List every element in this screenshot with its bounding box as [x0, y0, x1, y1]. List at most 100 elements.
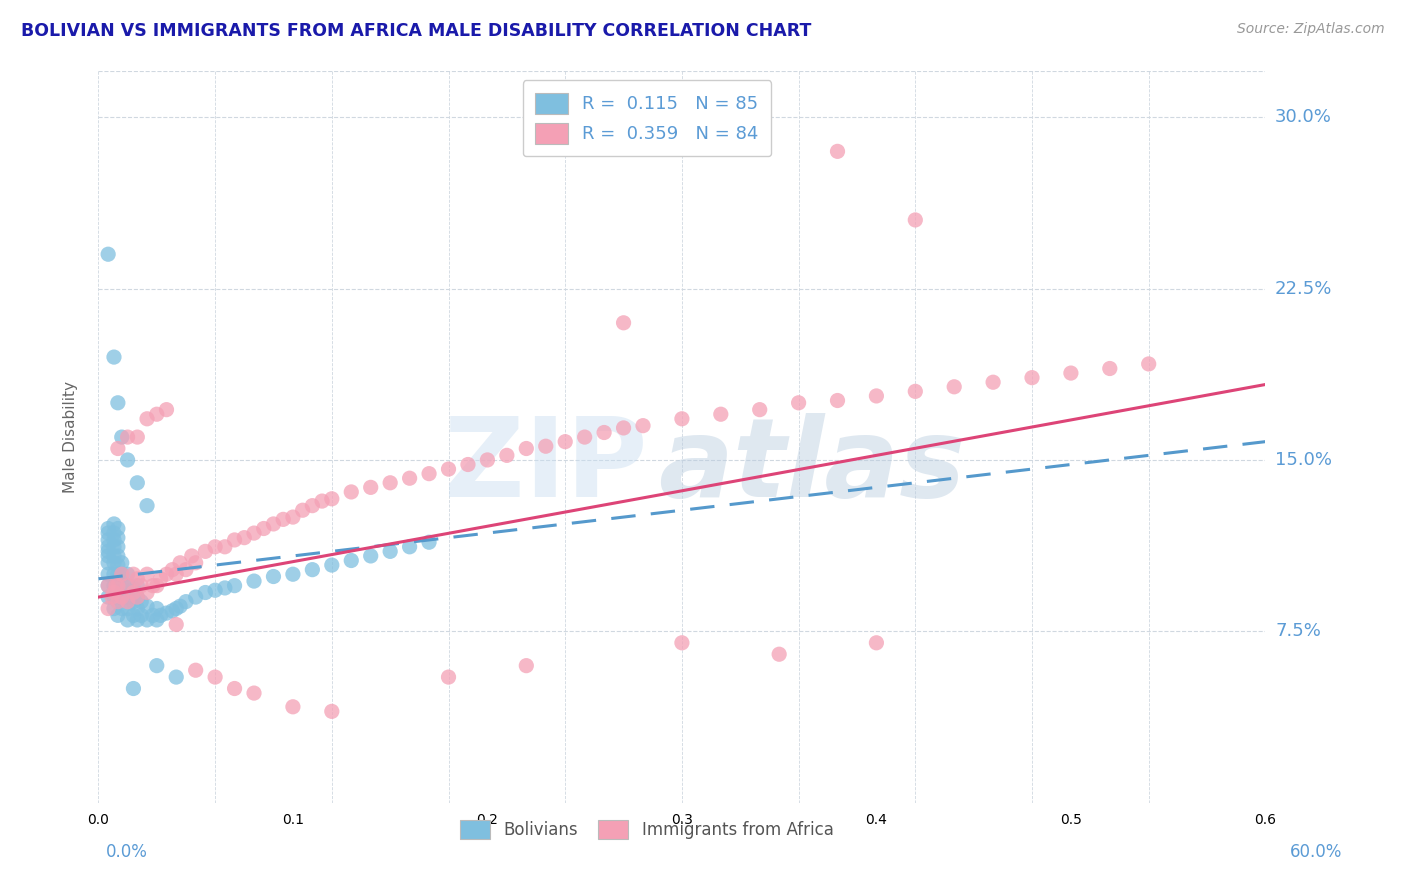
- Point: [117, 579, 139, 593]
- Point: [169, 556, 191, 570]
- Point: [97, 556, 120, 570]
- Point: [184, 590, 207, 604]
- Point: [97, 544, 120, 558]
- Point: [122, 567, 145, 582]
- Point: [117, 567, 139, 582]
- Point: [142, 579, 165, 593]
- Point: [97, 521, 120, 535]
- Point: [103, 585, 125, 599]
- Point: [149, 572, 172, 586]
- Text: ZIP: ZIP: [443, 413, 647, 520]
- Text: 0.0%: 0.0%: [105, 843, 148, 861]
- Point: [103, 549, 125, 563]
- Point: [97, 590, 120, 604]
- Point: [103, 590, 125, 604]
- Point: [477, 453, 499, 467]
- Point: [204, 670, 226, 684]
- Point: [103, 567, 125, 582]
- Point: [136, 599, 159, 614]
- Point: [146, 407, 169, 421]
- Point: [398, 540, 420, 554]
- Point: [204, 540, 226, 554]
- Point: [111, 579, 134, 593]
- Point: [107, 521, 129, 535]
- Point: [437, 670, 460, 684]
- Point: [107, 540, 129, 554]
- Text: atlas: atlas: [658, 413, 966, 520]
- Point: [380, 475, 402, 490]
- Point: [174, 563, 197, 577]
- Point: [107, 442, 129, 456]
- Point: [165, 601, 187, 615]
- Point: [224, 681, 246, 696]
- Point: [97, 549, 120, 563]
- Point: [281, 699, 304, 714]
- Point: [101, 590, 124, 604]
- Point: [174, 595, 197, 609]
- Point: [111, 567, 134, 582]
- Text: 7.5%: 7.5%: [1275, 623, 1322, 640]
- Point: [107, 396, 129, 410]
- Point: [340, 485, 363, 500]
- Point: [97, 579, 120, 593]
- Point: [180, 549, 202, 563]
- Point: [122, 585, 145, 599]
- Point: [574, 430, 596, 444]
- Point: [380, 544, 402, 558]
- Point: [129, 579, 152, 593]
- Point: [496, 449, 519, 463]
- Text: 60.0%: 60.0%: [1291, 843, 1343, 861]
- Point: [117, 590, 139, 604]
- Point: [613, 316, 636, 330]
- Point: [710, 407, 733, 421]
- Point: [865, 636, 887, 650]
- Point: [97, 526, 120, 541]
- Point: [136, 613, 159, 627]
- Point: [360, 480, 382, 494]
- Point: [904, 213, 927, 227]
- Point: [457, 458, 479, 472]
- Point: [671, 412, 693, 426]
- Point: [554, 434, 576, 449]
- Point: [515, 442, 537, 456]
- Point: [97, 601, 120, 615]
- Point: [103, 556, 125, 570]
- Point: [243, 574, 266, 588]
- Point: [103, 350, 125, 364]
- Point: [671, 636, 693, 650]
- Point: [117, 613, 139, 627]
- Point: [107, 579, 129, 593]
- Point: [117, 453, 139, 467]
- Point: [107, 549, 129, 563]
- Point: [1098, 361, 1121, 376]
- Point: [321, 491, 343, 506]
- Point: [97, 540, 120, 554]
- Point: [184, 556, 207, 570]
- Point: [214, 581, 236, 595]
- Point: [103, 540, 125, 554]
- Point: [613, 421, 636, 435]
- Point: [321, 705, 343, 719]
- Point: [281, 510, 304, 524]
- Point: [768, 647, 790, 661]
- Point: [136, 412, 159, 426]
- Point: [117, 595, 139, 609]
- Point: [146, 601, 169, 615]
- Point: [136, 567, 159, 582]
- Point: [107, 531, 129, 545]
- Point: [748, 402, 770, 417]
- Text: BOLIVIAN VS IMMIGRANTS FROM AFRICA MALE DISABILITY CORRELATION CHART: BOLIVIAN VS IMMIGRANTS FROM AFRICA MALE …: [21, 22, 811, 40]
- Point: [281, 567, 304, 582]
- Point: [340, 553, 363, 567]
- Point: [1021, 370, 1043, 384]
- Point: [127, 579, 149, 593]
- Point: [127, 613, 149, 627]
- Text: 22.5%: 22.5%: [1275, 279, 1333, 298]
- Point: [127, 590, 149, 604]
- Point: [534, 439, 557, 453]
- Point: [111, 556, 134, 570]
- Point: [122, 608, 145, 623]
- Point: [107, 608, 129, 623]
- Point: [162, 604, 184, 618]
- Point: [136, 499, 159, 513]
